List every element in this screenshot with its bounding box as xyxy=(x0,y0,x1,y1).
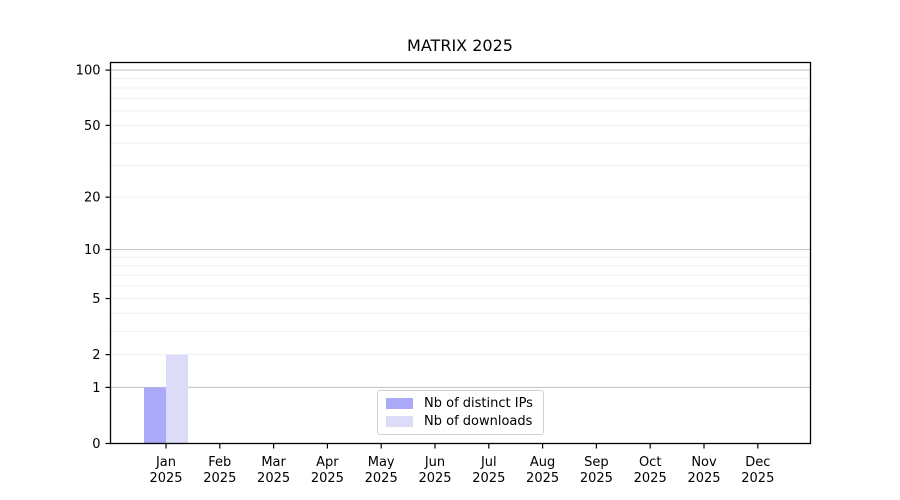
bar xyxy=(166,354,188,444)
x-tick-label-year: 2025 xyxy=(526,471,559,486)
y-tick-label: 0 xyxy=(92,437,100,452)
x-tick-label-year: 2025 xyxy=(311,471,344,486)
y-tick-label: 5 xyxy=(92,292,100,307)
x-tick-label-year: 2025 xyxy=(687,471,720,486)
chart-legend: Nb of distinct IPs Nb of downloads xyxy=(377,390,544,435)
bar xyxy=(144,387,166,444)
x-tick-label-month: Jul xyxy=(480,455,497,470)
x-tick-label-month: May xyxy=(368,455,395,470)
plot-border xyxy=(109,61,812,445)
x-tick-label-year: 2025 xyxy=(203,471,236,486)
y-tick-label: 2 xyxy=(92,348,100,363)
x-tick-label-year: 2025 xyxy=(741,471,774,486)
x-tick-label-year: 2025 xyxy=(418,471,451,486)
chart-title: MATRIX 2025 xyxy=(407,36,513,55)
y-tick-label: 100 xyxy=(76,64,101,79)
x-tick-label-month: Oct xyxy=(639,455,661,470)
legend-swatch-downloads xyxy=(386,415,413,427)
x-tick-label-year: 2025 xyxy=(257,471,290,486)
y-tick-label: 20 xyxy=(84,191,101,206)
y-tick-label: 1 xyxy=(92,381,100,396)
legend-item-distinct-ips: Nb of distinct IPs xyxy=(386,396,535,411)
y-tick-label: 10 xyxy=(84,243,101,258)
x-tick-label-year: 2025 xyxy=(580,471,613,486)
legend-label-downloads: Nb of downloads xyxy=(424,413,533,429)
x-tick-label-month: Nov xyxy=(691,455,717,470)
x-tick-label-month: Dec xyxy=(745,455,770,470)
legend-swatch-distinct-ips xyxy=(386,398,413,410)
x-tick-label-month: Feb xyxy=(208,455,231,470)
x-tick-label-month: Aug xyxy=(530,455,555,470)
x-tick-label-month: Apr xyxy=(316,455,339,470)
x-tick-label-year: 2025 xyxy=(634,471,667,486)
x-tick-label-month: Mar xyxy=(261,455,286,470)
x-tick-label-year: 2025 xyxy=(472,471,505,486)
x-tick-label-year: 2025 xyxy=(149,471,182,486)
legend-label-distinct-ips: Nb of distinct IPs xyxy=(424,396,533,412)
x-tick-label-month: Sep xyxy=(584,455,609,470)
x-tick-label-year: 2025 xyxy=(365,471,398,486)
y-tick-label: 50 xyxy=(84,119,101,134)
x-tick-label-month: Jun xyxy=(424,455,445,470)
legend-item-downloads: Nb of downloads xyxy=(386,414,535,429)
x-tick-label-month: Jan xyxy=(155,455,176,470)
